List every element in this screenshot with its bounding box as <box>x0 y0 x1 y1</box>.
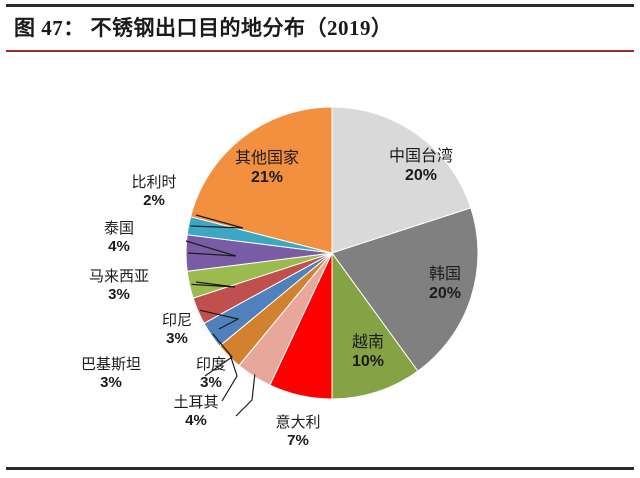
leader-line-group <box>185 214 256 417</box>
slice-label-other-countries: 其他国家 21% <box>202 150 332 188</box>
pie-slice <box>331 251 419 400</box>
pie-slice-group <box>185 106 479 400</box>
pie-slice <box>189 106 333 254</box>
pie-slice <box>331 106 472 254</box>
leader-line <box>190 214 244 229</box>
slice-label-india: 印度 3% <box>168 356 254 391</box>
bottom-rule <box>6 467 634 470</box>
slice-label-value: 3% <box>108 285 130 303</box>
slice-label-name: 印度 <box>195 356 226 373</box>
slice-label-name: 土耳其 <box>173 394 219 411</box>
slice-label-name: 意大利 <box>275 414 321 431</box>
top-rule <box>6 4 634 7</box>
slice-label-value: 21% <box>250 168 284 186</box>
slice-label-name: 中国台湾 <box>388 148 453 165</box>
slice-label-name: 泰国 <box>103 220 134 237</box>
slice-label-name: 印尼 <box>161 312 192 329</box>
slice-label-malaysia: 马来西亚 3% <box>64 268 174 303</box>
slice-label-belgium: 比利时 2% <box>106 174 202 209</box>
slice-label-vietnam: 越南 10% <box>318 334 418 372</box>
slice-label-italy: 意大利 7% <box>248 414 348 449</box>
slice-label-name: 巴基斯坦 <box>80 356 141 373</box>
leader-line <box>221 354 238 402</box>
slice-label-name: 其他国家 <box>234 150 299 167</box>
slice-label-turkey: 土耳其 4% <box>148 394 244 429</box>
slice-label-name: 比利时 <box>131 174 177 191</box>
slice-label-name: 越南 <box>351 334 384 351</box>
title-underline-rule <box>6 50 634 52</box>
slice-label-value: 20% <box>404 166 438 184</box>
slice-label-value: 3% <box>200 373 222 391</box>
slice-label-south-korea: 韩国 20% <box>390 266 500 304</box>
leader-line <box>235 374 256 417</box>
slice-label-indonesia: 印尼 3% <box>136 312 218 347</box>
slice-label-value: 3% <box>166 329 188 347</box>
slice-label-pakistan: 巴基斯坦 3% <box>56 356 166 391</box>
pie-slice <box>331 207 479 372</box>
slice-label-value: 2% <box>143 191 165 209</box>
leader-line <box>191 281 236 288</box>
slice-label-value: 7% <box>287 431 309 449</box>
slice-label-value: 3% <box>100 373 122 391</box>
slice-label-china-taiwan: 中国台湾 20% <box>356 148 486 186</box>
slice-label-name: 马来西亚 <box>88 268 149 285</box>
slice-label-value: 4% <box>108 237 130 255</box>
slice-label-name: 韩国 <box>428 266 461 283</box>
leader-line <box>199 309 240 330</box>
pie-chart-svg <box>185 106 479 417</box>
pie-chart: 中国台湾 20% 韩国 20% 越南 10% 其他国家 21% 意大利 7% 土… <box>0 56 640 464</box>
slice-label-value: 20% <box>428 284 462 302</box>
leader-line <box>204 333 233 377</box>
slice-label-thailand: 泰国 4% <box>76 220 162 255</box>
slice-label-value: 10% <box>351 352 385 370</box>
figure-title: 图 47： 不锈钢出口目的地分布（2019） <box>14 16 393 40</box>
leader-line <box>185 240 237 257</box>
slice-label-value: 4% <box>185 411 207 429</box>
